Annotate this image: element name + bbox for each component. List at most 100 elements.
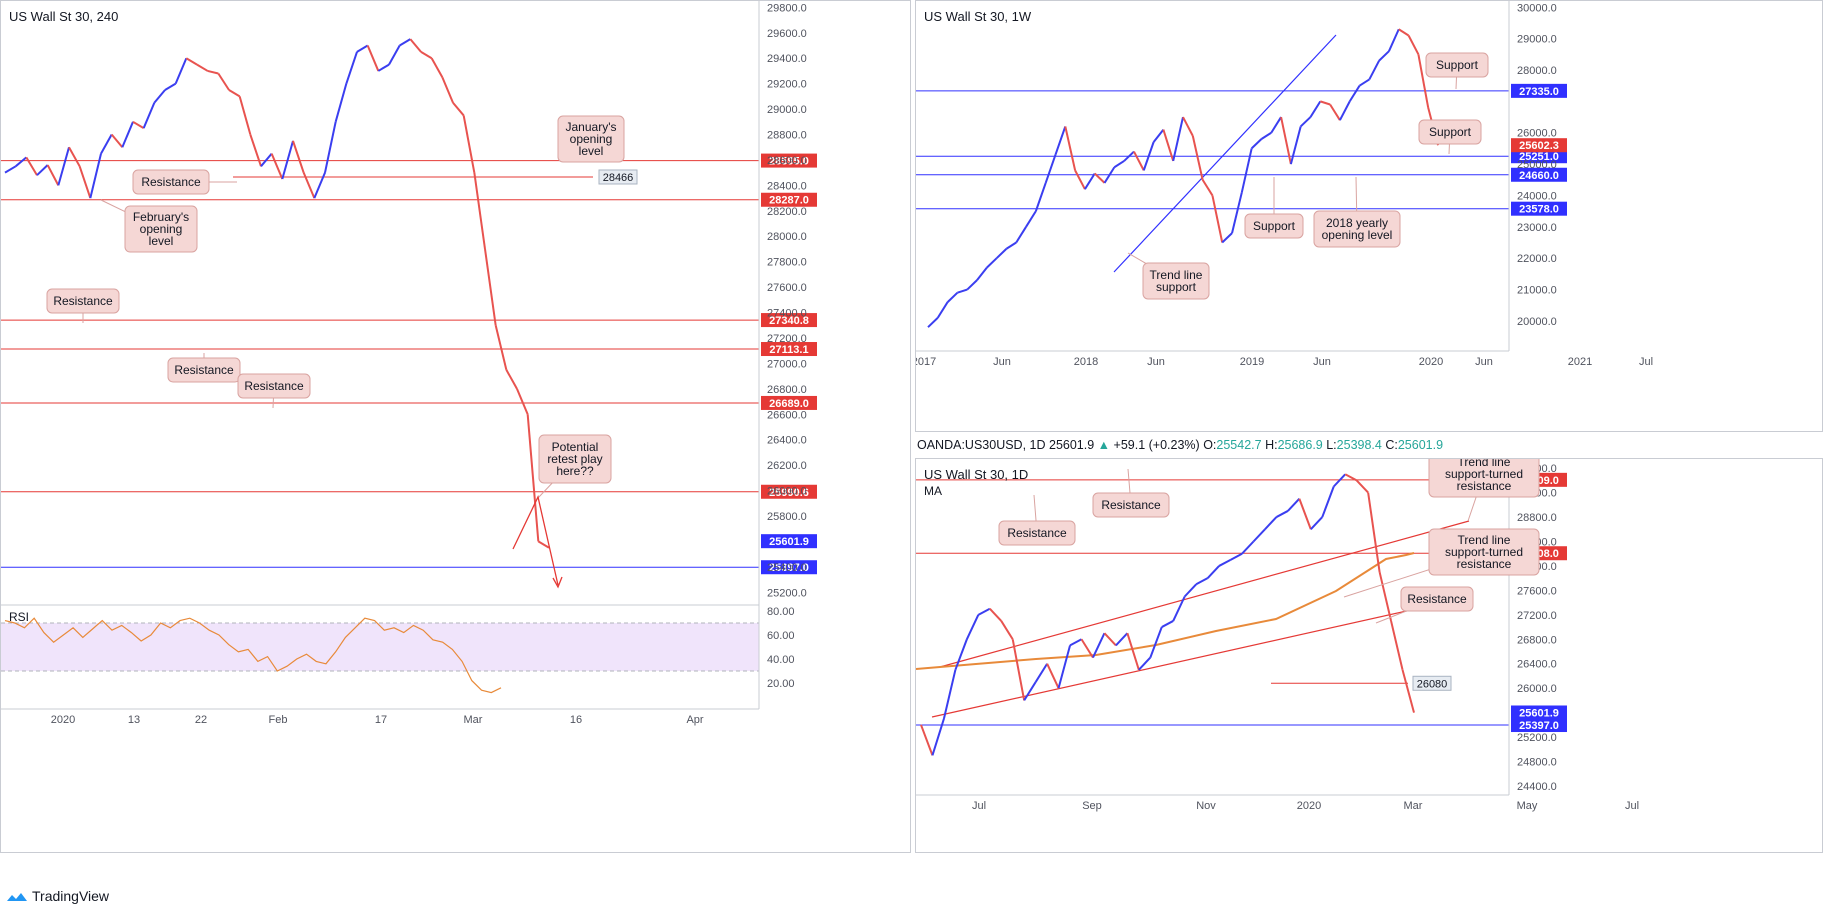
callout-box	[998, 520, 1076, 546]
price-series-segment	[334, 83, 348, 123]
price-series-segment	[1206, 565, 1220, 579]
price-series-segment	[345, 51, 358, 84]
last-price-tag	[761, 534, 817, 549]
price-series-segment	[1182, 116, 1194, 137]
level-value-label: 28466	[603, 172, 634, 184]
price-series-segment	[270, 153, 284, 180]
price-series-segment	[1191, 135, 1204, 180]
time-tick-label: May	[1517, 800, 1538, 812]
symbol-label[interactable]: OANDA:US30USD, 1D	[917, 438, 1046, 452]
price-tick-label: 24000.0	[1517, 190, 1557, 202]
callout-box	[1428, 528, 1540, 576]
price-series-segment	[1103, 632, 1117, 647]
footer: TradingView	[0, 880, 1823, 911]
callout-text: Trend line support-turned resistance	[1445, 533, 1523, 571]
price-tick-label: 24400.0	[1517, 781, 1557, 793]
price-series-segment	[986, 257, 998, 269]
price-series-segment	[1084, 172, 1096, 190]
tradingview-logo-icon	[7, 893, 27, 902]
chart-weekly-canvas[interactable]: 27335.0 25251.0 24660.0 23578.0 30000.0 2900…	[916, 1, 1823, 432]
price-series-segment	[946, 291, 959, 303]
price-tick-label: 29400.0	[767, 53, 807, 65]
price-series-segment	[1094, 172, 1106, 184]
callout-text: Trend line support-turned resistance	[1445, 459, 1523, 493]
price-tick-label: 23000.0	[1517, 222, 1557, 234]
time-tick-label: 2017	[916, 356, 936, 368]
price-series-segment	[1310, 516, 1324, 530]
chart-title: US Wall St 30, 1D	[924, 467, 1028, 482]
tradingview-logo[interactable]: TradingView	[6, 888, 109, 904]
price-series-segment	[1211, 195, 1224, 243]
time-tick-label: Mar	[1404, 800, 1423, 812]
callout-text: Resistance	[244, 379, 304, 393]
time-tick-label: 2020	[1419, 356, 1443, 368]
callout-text-line: level	[579, 144, 604, 158]
ma-indicator-label: MA	[924, 484, 942, 498]
price-series-segment	[494, 325, 508, 370]
price-tick-label: 22000.0	[1517, 253, 1557, 265]
callout-text: January's opening level	[566, 120, 617, 158]
price-series-segment	[1149, 626, 1163, 658]
price-series-segment	[25, 156, 38, 176]
callout-text: Potential retest play here??	[547, 440, 602, 478]
price-series-segment	[441, 76, 454, 104]
price-series-segment	[1023, 681, 1037, 701]
callout-text-line: Trend line	[1458, 533, 1511, 547]
price-series-segment	[1300, 116, 1312, 128]
callout-text: Trend line support	[1150, 268, 1203, 294]
callout-text: Resistance	[53, 294, 113, 308]
price-series-segment	[1344, 473, 1358, 482]
price-series-segment	[1358, 78, 1370, 87]
callout-text: Support	[1429, 125, 1472, 139]
price-series-segment	[313, 172, 326, 199]
price-series-segment	[1329, 103, 1341, 121]
price-series-segment	[1320, 100, 1331, 106]
chart-panel-4h[interactable]: 28595.0 28287.0 27340.8 27113.1 26689.0 25990…	[0, 0, 911, 853]
callout-box	[237, 373, 311, 399]
open-label: O:	[1203, 438, 1217, 452]
rsi-label: RSI	[9, 610, 29, 624]
callout-text: Resistance	[174, 363, 234, 377]
callout-text-line: support	[1156, 280, 1197, 294]
price-series-segment	[1218, 558, 1232, 567]
callout-box	[1244, 213, 1304, 239]
price-tick-label: 28400.0	[767, 180, 807, 192]
price-series-segment	[132, 120, 145, 130]
callout-text-line: support-turned	[1445, 545, 1523, 559]
price-series-segment	[1367, 492, 1381, 573]
price-series-segment	[4, 165, 17, 174]
price-series-segment	[995, 248, 1008, 259]
price-series-segment	[68, 146, 81, 167]
price-series-segment	[238, 96, 252, 135]
price-series-segment	[377, 63, 390, 72]
price-series-segment	[1275, 510, 1289, 518]
price-series-segment	[1298, 498, 1312, 530]
price-series-segment	[164, 82, 177, 91]
price-series-segment	[1152, 128, 1165, 143]
price-series-segment	[1401, 669, 1415, 713]
callout-box	[1418, 119, 1482, 145]
price-tick-label: 29200.0	[767, 79, 807, 91]
price-tick-label: 27600.0	[1517, 585, 1557, 597]
price-series-segment	[420, 51, 433, 60]
price-series-segment	[1138, 656, 1152, 671]
price-tick-label: 25400.0	[767, 562, 807, 574]
price-series-segment	[1417, 54, 1430, 108]
price-series-segment	[1368, 60, 1381, 80]
price-tick-label: 26800.0	[1517, 634, 1557, 646]
price-series-segment	[153, 89, 166, 104]
close-label: C:	[1385, 438, 1398, 452]
callout-box	[1142, 262, 1210, 300]
time-tick-label: Mar	[464, 714, 483, 726]
price-series-segment	[324, 121, 337, 173]
price-series-segment	[1046, 663, 1060, 689]
level-tag-label: 28287.0	[769, 195, 809, 207]
chart-panel-weekly[interactable]: 27335.0 25251.0 24660.0 23578.0 30000.0 2900…	[915, 0, 1823, 432]
price-series-segment	[1289, 126, 1302, 165]
price-tick-label: 20000.0	[1517, 316, 1557, 328]
resistance-level-tag	[761, 342, 817, 357]
chart-4h-canvas[interactable]: 28595.0 28287.0 27340.8 27113.1 26689.0 25990…	[1, 1, 911, 853]
price-series-segment	[1252, 528, 1266, 543]
